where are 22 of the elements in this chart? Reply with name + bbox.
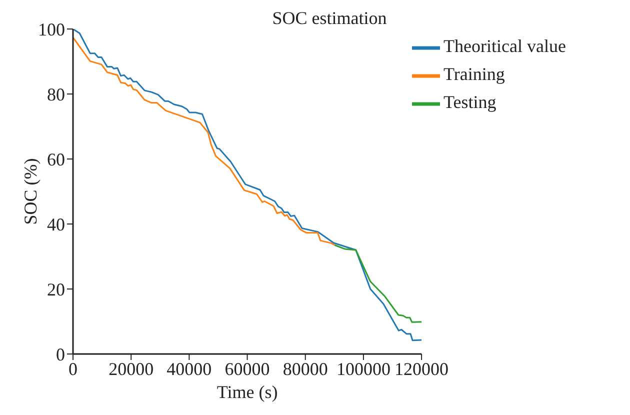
y-axis-title: SOC (%)	[20, 158, 40, 225]
legend-label: Testing	[444, 92, 496, 112]
x-tick-label: 120000	[394, 358, 449, 379]
x-axis-title: Time (s)	[216, 382, 278, 402]
x-tick-label: 40000	[166, 358, 212, 379]
chart-title: SOC estimation	[271, 8, 388, 28]
line-series	[73, 36, 336, 246]
y-tick-label: 40	[47, 214, 65, 234]
y-tick-label: 100	[38, 19, 65, 40]
line-series	[73, 29, 422, 342]
y-tick-label: 80	[47, 84, 65, 104]
x-tick-label: 60000	[224, 358, 270, 379]
legend-label: Theoritical value	[444, 36, 566, 56]
x-tick-label: 20000	[108, 358, 154, 379]
y-tick-label: 0	[56, 344, 65, 364]
y-tick-label: 20	[47, 279, 65, 300]
legend-label: Training	[444, 64, 505, 84]
x-tick-label: 0	[68, 358, 78, 379]
x-tick-label: 80000	[282, 358, 328, 379]
y-tick-label: 60	[47, 149, 65, 170]
line-series	[334, 244, 422, 323]
x-tick-label: 100000	[336, 358, 390, 379]
